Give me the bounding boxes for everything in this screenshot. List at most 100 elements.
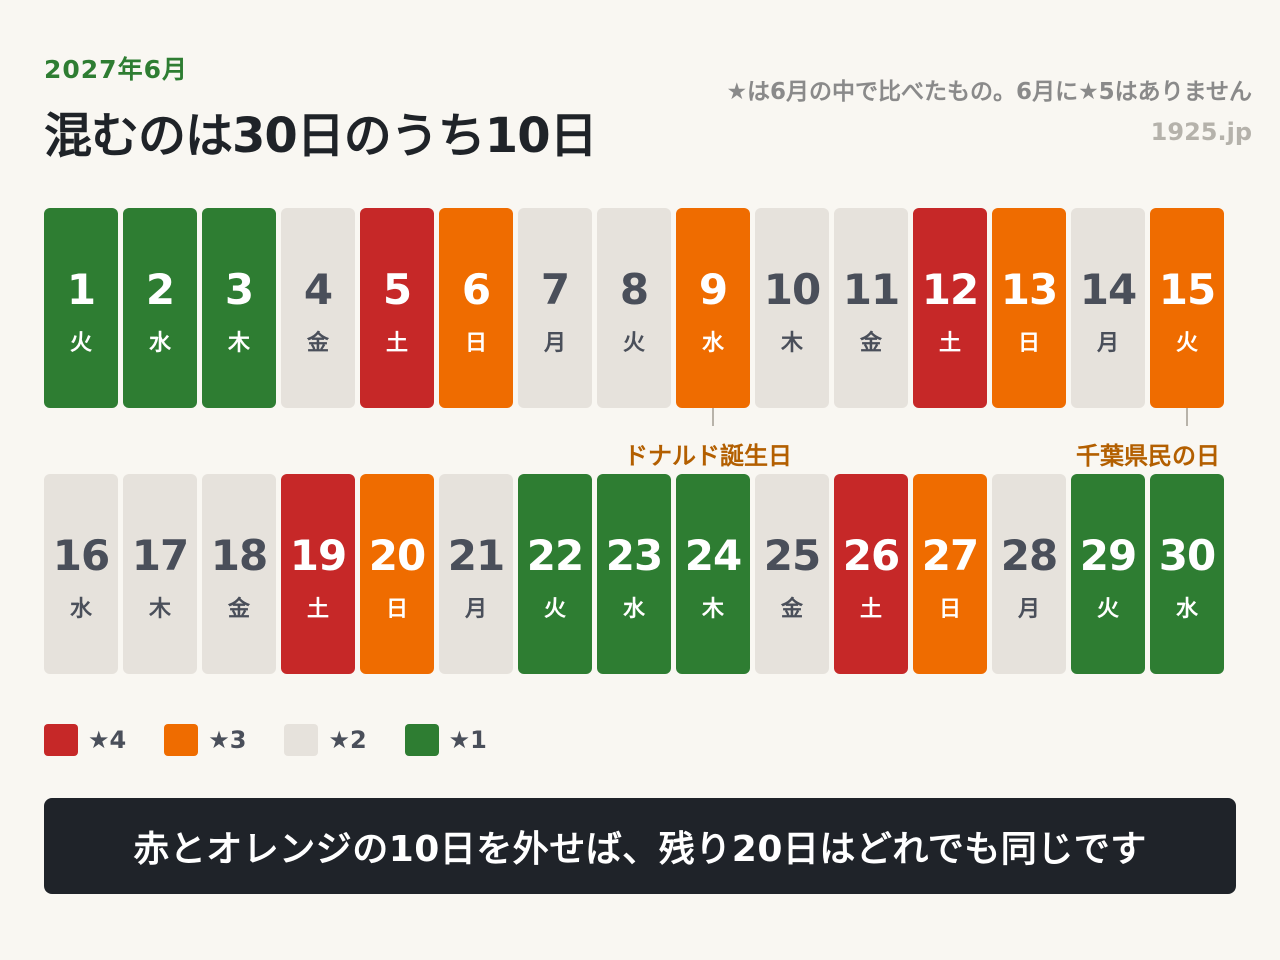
day-number: 1 [66,265,96,314]
calendar-row-1: 1 火 2 水 3 木 4 金 5 土 6 日 7 月 8 火 9 水 10 木 11 金 12 土 13 日 14 月 15 火 [44,208,1224,408]
day-number: 3 [224,265,254,314]
day-number: 18 [210,531,268,580]
day-of-week: 日 [385,597,408,622]
day-of-week: 金 [859,331,882,356]
day-number: 14 [1079,265,1137,314]
day-number: 13 [1000,265,1058,314]
day-number: 2 [145,265,175,314]
day-of-week: 木 [780,331,803,356]
annotation-tick-9 [712,408,714,426]
legend-swatch [404,724,439,756]
day-number: 27 [921,531,979,580]
day-cell-28: 28 月 [992,474,1066,674]
day-of-week: 土 [306,597,329,622]
day-cell-11: 11 金 [834,208,908,408]
day-number: 16 [52,531,110,580]
day-of-week: 水 [701,331,724,356]
day-number: 9 [698,265,728,314]
day-cell-20: 20 日 [360,474,434,674]
day-of-week: 火 [69,331,92,356]
day-cell-26: 26 土 [834,474,908,674]
day-of-week: 火 [543,597,566,622]
day-of-week: 日 [938,597,961,622]
day-of-week: 月 [543,331,566,356]
legend-item-star4: ★4 [44,724,126,756]
day-cell-14: 14 月 [1071,208,1145,408]
day-number: 30 [1158,531,1216,580]
day-of-week: 木 [148,597,171,622]
day-number: 24 [684,531,742,580]
legend-swatch [44,724,78,756]
day-of-week: 水 [69,597,92,622]
day-number: 7 [540,265,570,314]
day-number: 29 [1079,531,1137,580]
day-number: 23 [605,531,663,580]
day-of-week: 金 [227,597,250,622]
legend-label: ★4 [88,726,127,754]
day-cell-27: 27 日 [913,474,987,674]
day-of-week: 金 [780,597,803,622]
legend-label: ★3 [208,726,247,754]
day-cell-25: 25 金 [755,474,829,674]
legend-item-star1: ★1 [404,724,487,756]
day-number: 25 [763,531,821,580]
day-of-week: 火 [622,331,645,356]
calendar-row-2: 16 水 17 木 18 金 19 土 20 日 21 月 22 火 23 水 24 木 25 金 26 土 27 日 28 月 2… [44,474,1224,674]
day-number: 8 [619,265,649,314]
day-of-week: 火 [1175,331,1198,356]
day-number: 10 [763,265,821,314]
day-cell-16: 16 水 [44,474,118,674]
day-cell-30: 30 水 [1150,474,1224,674]
day-cell-12: 12 土 [913,208,987,408]
page-title: 混むのは30日のうち10日 [44,108,598,164]
day-of-week: 水 [1175,597,1198,622]
day-number: 4 [303,265,333,314]
day-of-week: 月 [1017,597,1040,622]
legend-label: ★1 [448,726,487,754]
annotation-chiba-day: 千葉県民の日 [1076,442,1220,470]
day-number: 17 [131,531,189,580]
day-cell-24: 24 木 [676,474,750,674]
day-cell-22: 22 火 [518,474,592,674]
day-cell-10: 10 木 [755,208,829,408]
day-of-week: 木 [701,597,724,622]
day-cell-13: 13 日 [992,208,1066,408]
legend-item-star2: ★2 [284,724,367,756]
day-cell-23: 23 水 [597,474,671,674]
day-of-week: 月 [464,597,487,622]
legend-label: ★2 [328,726,367,754]
day-number: 19 [289,531,347,580]
day-of-week: 水 [622,597,645,622]
day-cell-19: 19 土 [281,474,355,674]
summary-banner: 赤とオレンジの10日を外せば、残り20日はどれでも同じです [44,798,1236,894]
day-of-week: 土 [938,331,961,356]
day-of-week: 木 [227,331,250,356]
day-number: 12 [921,265,979,314]
day-of-week: 火 [1096,597,1119,622]
day-cell-15: 15 火 [1150,208,1224,408]
day-number: 21 [447,531,505,580]
page-subtitle: 2027年6月 [44,55,188,84]
day-of-week: 土 [385,331,408,356]
day-of-week: 水 [148,331,171,356]
day-number: 15 [1158,265,1216,314]
day-number: 22 [526,531,584,580]
day-number: 6 [461,265,491,314]
site-credit: 1925.jp [1150,118,1252,146]
legend-item-star3: ★3 [164,724,246,756]
day-of-week: 日 [464,331,487,356]
day-cell-21: 21 月 [439,474,513,674]
day-cell-29: 29 火 [1071,474,1145,674]
legend-swatch [284,724,319,756]
day-of-week: 金 [306,331,329,356]
day-number: 28 [1000,531,1058,580]
day-of-week: 日 [1017,331,1040,356]
